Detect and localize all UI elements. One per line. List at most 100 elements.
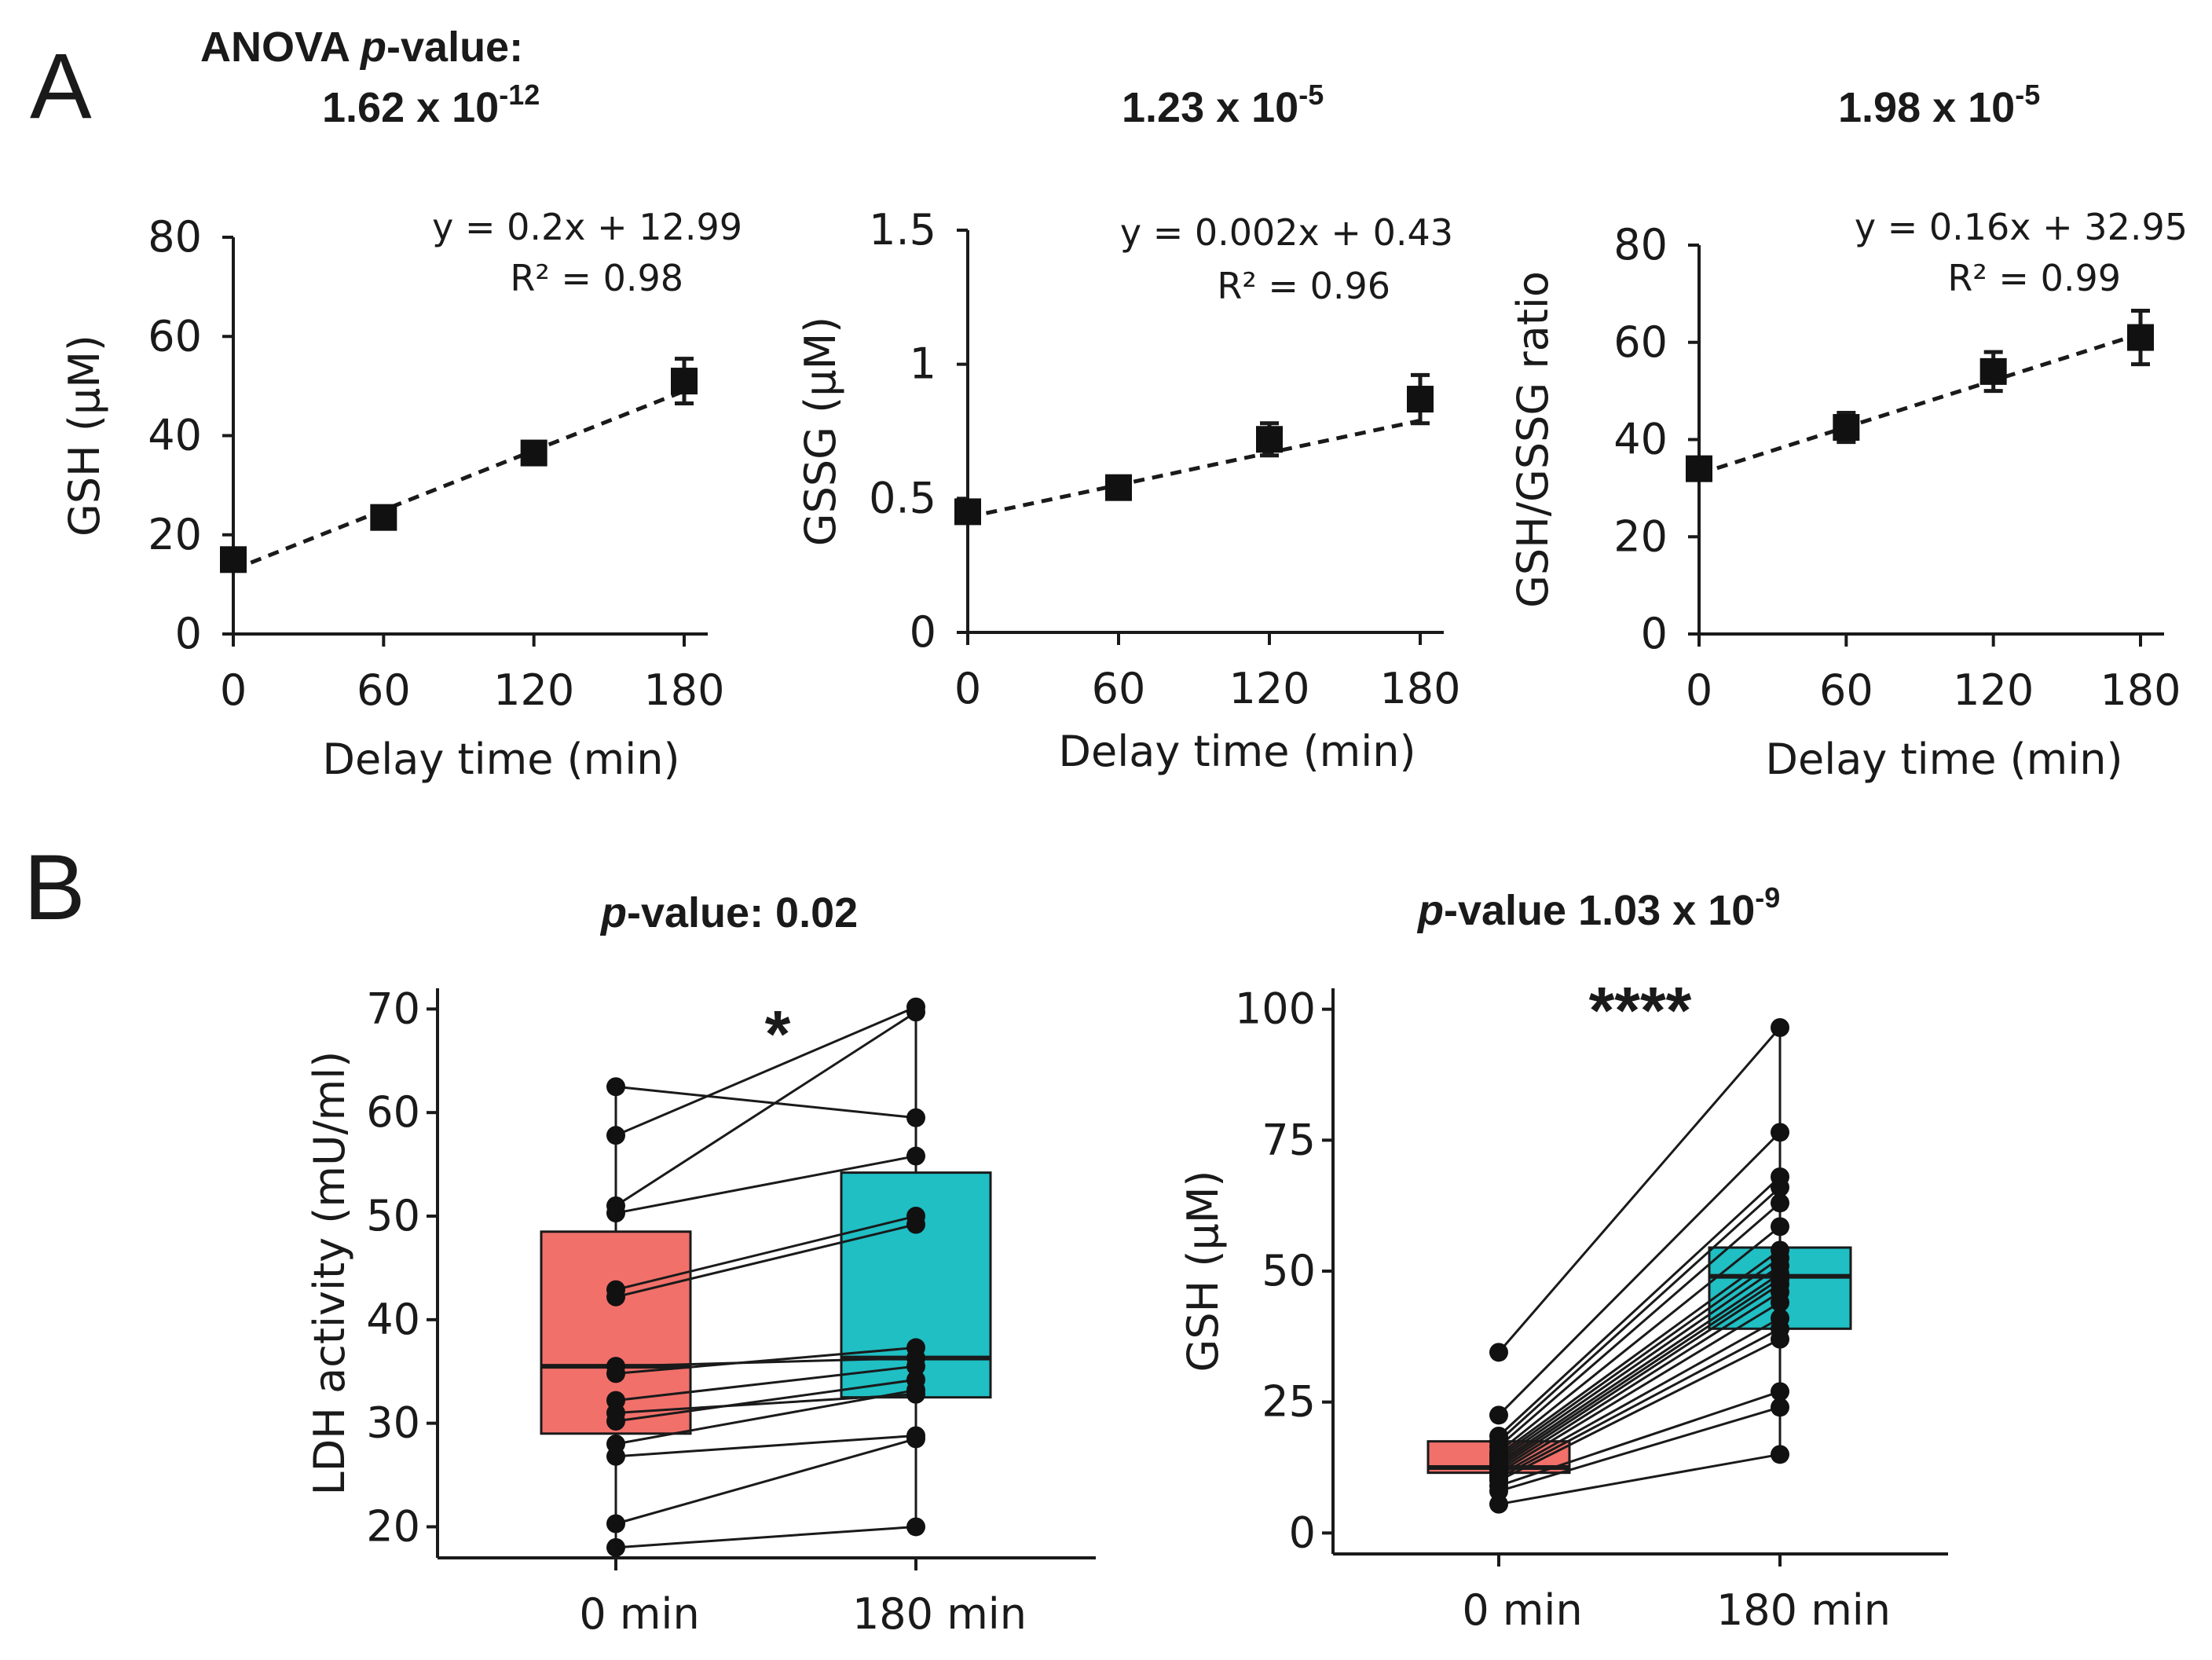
y-tick-label: 60: [366, 1087, 420, 1137]
anova-value-ratio: 1.98 x 10-5: [1838, 79, 2040, 131]
trend-line: [1698, 332, 2141, 476]
y-axis-label: GSH (μM): [1178, 1171, 1228, 1372]
paired-line: [1497, 1131, 1782, 1416]
x-tick-label: 60: [1819, 665, 1873, 715]
data-point: [606, 1514, 625, 1534]
data-point: [370, 504, 397, 531]
x-tick-label: 0 min: [1462, 1585, 1582, 1635]
data-point: [606, 1204, 625, 1223]
y-tick-label: 70: [366, 984, 420, 1033]
y-tick-label: 60: [148, 311, 202, 361]
y-tick-label: 25: [1262, 1377, 1316, 1427]
paired-line: [1498, 1301, 1781, 1474]
y-tick-label: 0: [1289, 1508, 1316, 1557]
panel-label-a: A: [30, 35, 92, 138]
data-point: [1771, 1398, 1789, 1417]
paired-line: [1498, 1405, 1781, 1493]
paired-line: [1498, 1328, 1781, 1479]
data-point: [1771, 1217, 1789, 1237]
paired-line: [1497, 1027, 1782, 1354]
paired-line: [1497, 1175, 1782, 1438]
x-tick-label: 180 min: [852, 1589, 1027, 1639]
x-tick-label: 180 min: [1716, 1585, 1891, 1635]
anova-label: ANOVA p-value:: [200, 24, 523, 71]
paired-line: [1498, 1249, 1781, 1456]
paired-line: [1498, 1317, 1781, 1477]
paired-line: [615, 1437, 917, 1525]
y-tick-label: 1: [910, 339, 936, 389]
paired-line: [1497, 1186, 1782, 1442]
fit-equation: y = 0.2x + 12.99: [432, 206, 742, 248]
data-point: [906, 1517, 925, 1537]
paired-line: [615, 1434, 917, 1458]
paired-line: [615, 1006, 917, 1137]
data-point: [606, 1364, 625, 1383]
paired-line: [1498, 1390, 1781, 1487]
data-point: [606, 1126, 625, 1145]
paired-line: [1498, 1257, 1781, 1458]
y-tick-label: 0: [175, 609, 202, 658]
chart-gsh-line: 0 20 40 60 80 0 60 120 180 y = 0.2x + 12.99 R² = 0…: [60, 206, 742, 784]
anova-value-gsh: 1.62 x 10-12: [322, 79, 540, 131]
data-point: [906, 1002, 925, 1022]
data-point: [1105, 474, 1132, 501]
paired-line: [615, 1215, 917, 1292]
data-point: [1489, 1482, 1508, 1501]
paired-line: [1498, 1453, 1781, 1506]
paired-line: [615, 1378, 917, 1423]
y-tick-label: 0: [1641, 609, 1668, 658]
paired-line: [615, 1393, 917, 1414]
x-tick-label: 180: [1379, 664, 1460, 713]
paired-line: [1498, 1265, 1781, 1461]
x-tick-label: 120: [493, 665, 574, 715]
data-point: [906, 1215, 925, 1234]
data-point: [1686, 455, 1712, 482]
paired-line: [1498, 1273, 1781, 1464]
paired-line: [1498, 1277, 1781, 1466]
data-point: [1256, 426, 1283, 453]
paired-line: [1498, 1202, 1781, 1448]
x-tick-label: 0: [954, 664, 981, 713]
data-point: [606, 1412, 625, 1431]
ldh-pvalue-title: p-value: 0.02: [599, 889, 858, 936]
y-tick-label: 40: [366, 1295, 420, 1344]
paired-line: [615, 1365, 917, 1402]
data-point: [1407, 386, 1434, 413]
x-tick-label: 60: [357, 665, 411, 715]
paired-line: [615, 1346, 917, 1375]
data-point: [906, 1429, 925, 1449]
x-axis-label: Delay time (min): [1058, 727, 1415, 776]
x-tick-label: 120: [1229, 664, 1309, 713]
fit-equation: y = 0.002x + 0.43: [1120, 211, 1453, 254]
data-point: [1771, 1293, 1789, 1312]
data-point: [1489, 1405, 1508, 1425]
fit-equation: y = 0.16x + 32.95: [1855, 206, 2188, 248]
chart-ratio-line: 0 20 40 60 80 0 60 120 180 y = 0.16x + 32.95 R² = …: [1508, 206, 2188, 784]
y-tick-label: 20: [366, 1501, 420, 1551]
data-point: [1489, 1494, 1508, 1514]
data-point: [1771, 1123, 1789, 1142]
y-tick-label: 20: [148, 510, 202, 559]
data-point: [954, 498, 981, 526]
paired-line: [615, 1388, 917, 1446]
paired-line: [1498, 1291, 1781, 1471]
x-axis-label: Delay time (min): [322, 735, 679, 784]
data-point: [1771, 1445, 1789, 1464]
paired-line: [615, 1011, 917, 1207]
data-point: [606, 1077, 625, 1097]
data-point: [906, 1146, 925, 1166]
data-point: [2127, 324, 2154, 351]
x-axis-label: Delay time (min): [1765, 735, 2122, 784]
data-point: [520, 439, 548, 467]
y-axis-label: GSSG (μM): [796, 317, 845, 547]
x-tick-label: 180: [643, 665, 724, 715]
data-point: [1771, 1178, 1789, 1197]
data-point: [906, 1357, 925, 1376]
paired-line: [1498, 1226, 1781, 1453]
y-tick-label: 80: [148, 212, 202, 262]
y-tick-label: 100: [1235, 984, 1316, 1034]
y-tick-label: 0.5: [869, 473, 936, 522]
paired-line: [615, 1085, 917, 1119]
paired-line: [1498, 1283, 1781, 1469]
